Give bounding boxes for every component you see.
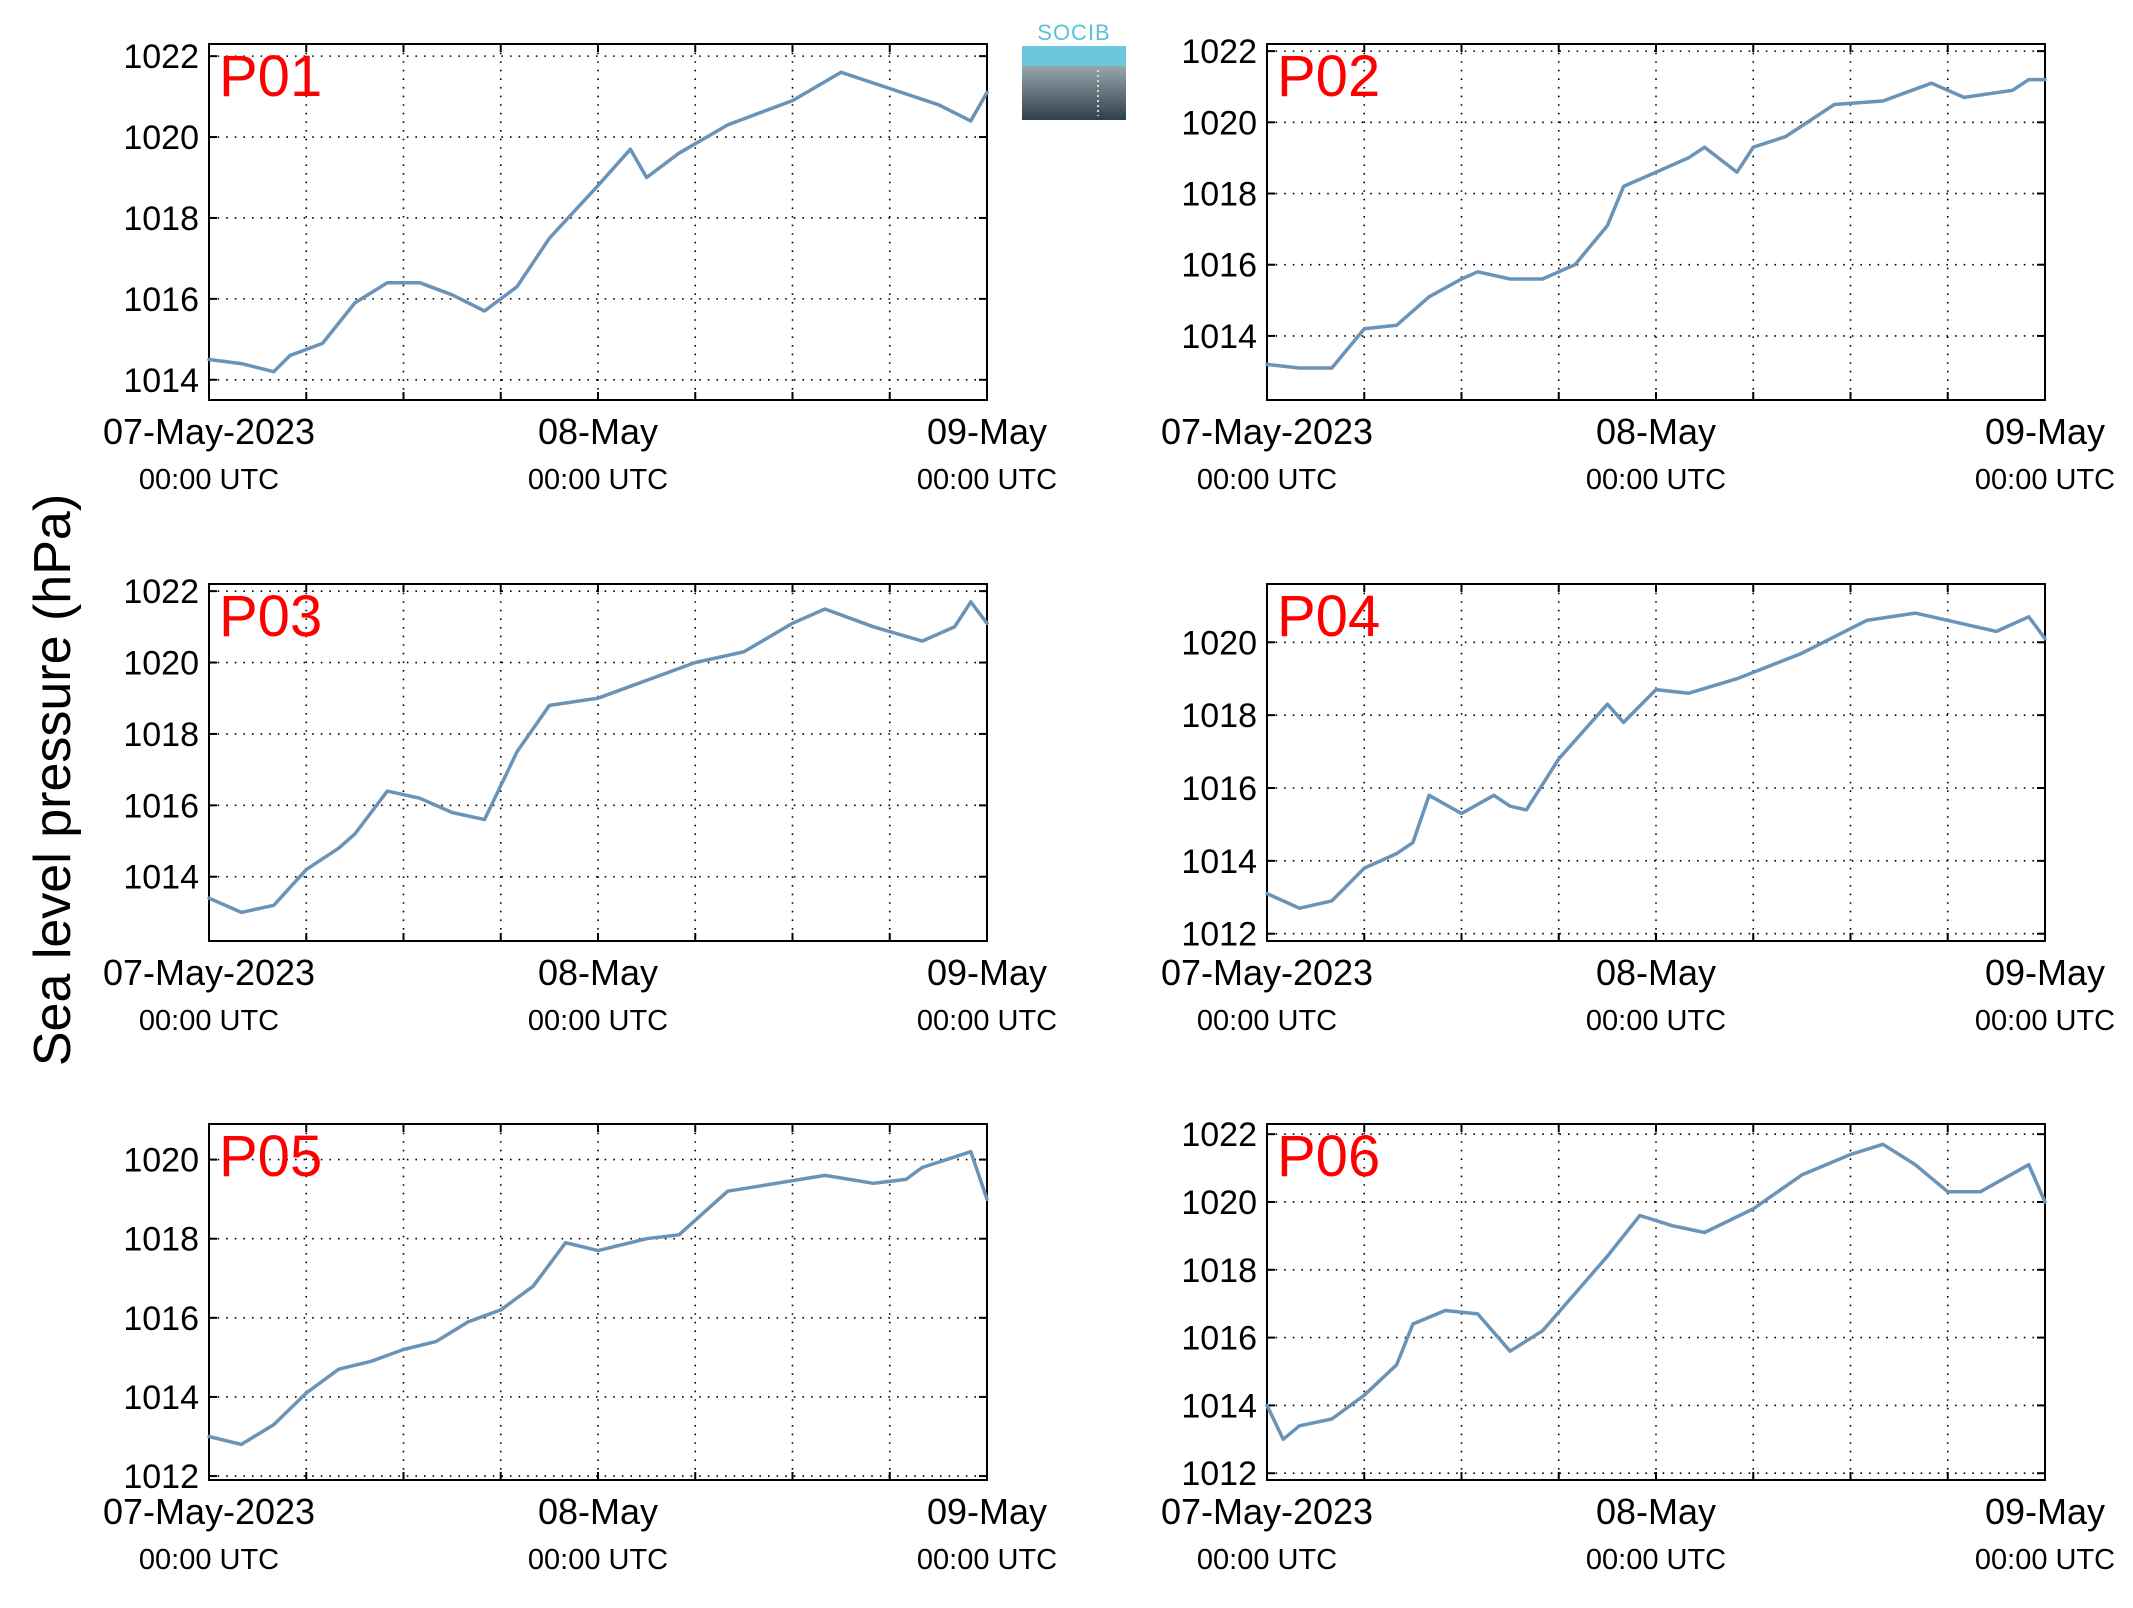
panel-label: P02 xyxy=(1277,44,1380,109)
y-tick-label: 1018 xyxy=(123,1221,199,1259)
x-tick-label-date: 07-May-2023 xyxy=(103,411,315,452)
panel-label: P05 xyxy=(219,1124,322,1189)
panel-p05: 1012 1014 1016 1018 1020 07-May-2023 00:00 UTC… xyxy=(103,1123,1057,1576)
x-tick-label-time: 00:00 UTC xyxy=(139,1005,279,1037)
socib-logo: SOCIB xyxy=(1022,20,1126,120)
y-tick-label: 1018 xyxy=(1181,697,1257,735)
y-tick-label: 1020 xyxy=(123,1142,199,1180)
y-tick-label: 1022 xyxy=(123,38,199,76)
y-tick-label: 1018 xyxy=(123,716,199,754)
y-tick-label: 1020 xyxy=(1181,624,1257,662)
x-tick-label-date: 07-May-2023 xyxy=(1161,952,1373,993)
x-tick-label-time: 00:00 UTC xyxy=(528,464,668,496)
y-tick-label: 1012 xyxy=(1181,916,1257,954)
y-axis-label: Sea level pressure (hPa) xyxy=(24,494,82,1066)
x-tick-label-date: 09-May xyxy=(927,411,1047,452)
logo-body xyxy=(1022,66,1126,120)
x-tick-label-date: 09-May xyxy=(1985,1491,2105,1532)
x-tick-label-date: 07-May-2023 xyxy=(103,952,315,993)
y-tick-label: 1014 xyxy=(123,1379,199,1417)
x-tick-label-date: 08-May xyxy=(1596,1491,1716,1532)
y-tick-label: 1012 xyxy=(1181,1455,1257,1493)
series-line xyxy=(207,600,989,915)
y-tick-label: 1020 xyxy=(123,119,199,157)
y-tick-label: 1016 xyxy=(1181,770,1257,808)
y-tick-label: 1018 xyxy=(123,200,199,238)
panel-label: P01 xyxy=(219,44,322,109)
logo-text: SOCIB xyxy=(1037,20,1110,45)
x-tick-label-time: 00:00 UTC xyxy=(1975,464,2115,496)
x-tick-label-time: 00:00 UTC xyxy=(1975,1005,2115,1037)
x-tick-label-time: 00:00 UTC xyxy=(1975,1544,2115,1576)
panel-label: P03 xyxy=(219,584,322,649)
x-tick-label-time: 00:00 UTC xyxy=(917,1544,1057,1576)
y-tick-label: 1022 xyxy=(1181,1116,1257,1154)
y-tick-label: 1016 xyxy=(123,787,199,825)
panels-group: 1014 1016 1018 1020 1022 07-May-2023 00:00 UTC… xyxy=(103,33,2115,1576)
series-line xyxy=(207,1149,989,1447)
panel-p03: 1014 1016 1018 1020 1022 07-May-2023 00:00 UTC… xyxy=(103,573,1057,1037)
y-tick-label: 1022 xyxy=(1181,33,1257,71)
y-tick-label: 1014 xyxy=(1181,1387,1257,1425)
y-tick-label: 1016 xyxy=(1181,1320,1257,1358)
x-tick-label-date: 09-May xyxy=(927,1491,1047,1532)
x-tick-label-date: 07-May-2023 xyxy=(1161,411,1373,452)
x-tick-label-time: 00:00 UTC xyxy=(528,1544,668,1576)
x-tick-label-time: 00:00 UTC xyxy=(1586,1005,1726,1037)
x-tick-label-date: 09-May xyxy=(1985,952,2105,993)
x-tick-label-date: 09-May xyxy=(1985,411,2105,452)
y-tick-label: 1018 xyxy=(1181,176,1257,214)
y-tick-label: 1020 xyxy=(1181,104,1257,142)
y-tick-label: 1012 xyxy=(123,1458,199,1496)
x-tick-label-time: 00:00 UTC xyxy=(1197,1544,1337,1576)
x-tick-label-date: 08-May xyxy=(538,1491,658,1532)
panel-p01: 1014 1016 1018 1020 1022 07-May-2023 00:00 UTC… xyxy=(103,38,1057,496)
y-tick-label: 1018 xyxy=(1181,1252,1257,1290)
x-tick-label-time: 00:00 UTC xyxy=(917,464,1057,496)
series-line xyxy=(207,70,989,374)
x-tick-label-date: 08-May xyxy=(538,411,658,452)
y-tick-label: 1016 xyxy=(123,281,199,319)
y-tick-label: 1016 xyxy=(123,1300,199,1338)
panel-p02: 1014 1016 1018 1020 1022 07-May-2023 00:00 UTC… xyxy=(1161,33,2115,496)
y-tick-label: 1016 xyxy=(1181,247,1257,285)
x-tick-label-date: 09-May xyxy=(927,952,1047,993)
x-tick-label-date: 08-May xyxy=(538,952,658,993)
y-tick-label: 1014 xyxy=(1181,318,1257,356)
y-tick-label: 1020 xyxy=(123,645,199,683)
logo-wave-band xyxy=(1022,46,1126,66)
panel-p04: 1012 1014 1016 1018 1020 07-May-2023 00:00 UTC… xyxy=(1161,583,2115,1037)
y-tick-label: 1014 xyxy=(1181,843,1257,881)
series-line xyxy=(1265,1142,2047,1442)
panel-label: P06 xyxy=(1277,1124,1380,1189)
x-tick-label-time: 00:00 UTC xyxy=(1586,1544,1726,1576)
panel-p06: 1012 1014 1016 1018 1020 1022 07-May-2023 00:00… xyxy=(1161,1116,2115,1576)
axes-frame xyxy=(1266,583,2046,942)
x-tick-label-date: 08-May xyxy=(1596,952,1716,993)
y-tick-label: 1022 xyxy=(123,573,199,611)
y-tick-label: 1014 xyxy=(123,362,199,400)
y-tick-label: 1014 xyxy=(123,859,199,897)
x-tick-label-time: 00:00 UTC xyxy=(1197,1005,1337,1037)
x-tick-label-date: 08-May xyxy=(1596,411,1716,452)
series-line xyxy=(1265,611,2047,910)
panel-label: P04 xyxy=(1277,584,1380,649)
axes-frame xyxy=(208,583,988,942)
x-tick-label-time: 00:00 UTC xyxy=(139,464,279,496)
series-line xyxy=(1265,77,2047,370)
x-tick-label-time: 00:00 UTC xyxy=(139,1544,279,1576)
y-tick-label: 1020 xyxy=(1181,1184,1257,1222)
x-tick-label-time: 00:00 UTC xyxy=(917,1005,1057,1037)
x-tick-label-date: 07-May-2023 xyxy=(1161,1491,1373,1532)
x-tick-label-time: 00:00 UTC xyxy=(1586,464,1726,496)
x-tick-label-time: 00:00 UTC xyxy=(528,1005,668,1037)
x-tick-label-date: 07-May-2023 xyxy=(103,1491,315,1532)
x-tick-label-time: 00:00 UTC xyxy=(1197,464,1337,496)
